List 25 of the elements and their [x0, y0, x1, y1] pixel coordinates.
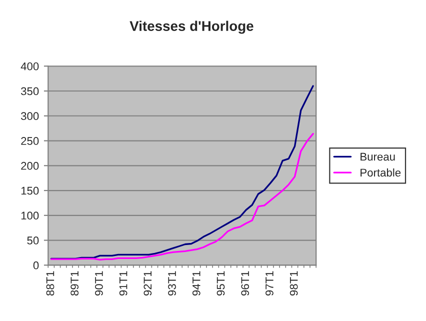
- x-tick-label: 96T1: [241, 271, 250, 296]
- x-tick-label: 98T1: [290, 271, 298, 296]
- y-tick-label: 150: [21, 186, 39, 195]
- y-tick-label: 250: [21, 137, 39, 145]
- x-tick-label: 95T1: [216, 271, 225, 296]
- x-tick-label: 97T1: [266, 271, 274, 296]
- x-tick-label: 90T1: [95, 271, 103, 296]
- x-tick-label: 88T1: [46, 271, 54, 296]
- y-tick-label: 50: [27, 236, 39, 244]
- line-series: [50, 85, 314, 260]
- legend-label: Bureau: [360, 152, 395, 161]
- y-tick-label: 0: [33, 261, 39, 270]
- y-tick-label: 350: [20, 87, 39, 96]
- y-tick-label: 100: [21, 212, 39, 220]
- legend-label: Portable: [360, 168, 401, 177]
- y-tick-label: 400: [20, 62, 39, 70]
- chart-title: Vitesses d'Horloge: [130, 20, 254, 34]
- x-tick-label: 92T1: [144, 271, 152, 296]
- x-tick-label: 94T1: [192, 271, 200, 296]
- x-tick-label: 93T1: [168, 271, 176, 296]
- line-series: [50, 132, 314, 261]
- y-tick-label: 300: [20, 112, 39, 120]
- x-tick-label: 91T1: [119, 271, 128, 296]
- x-tick-label: 89T1: [70, 271, 79, 296]
- y-tick-label: 200: [21, 162, 39, 170]
